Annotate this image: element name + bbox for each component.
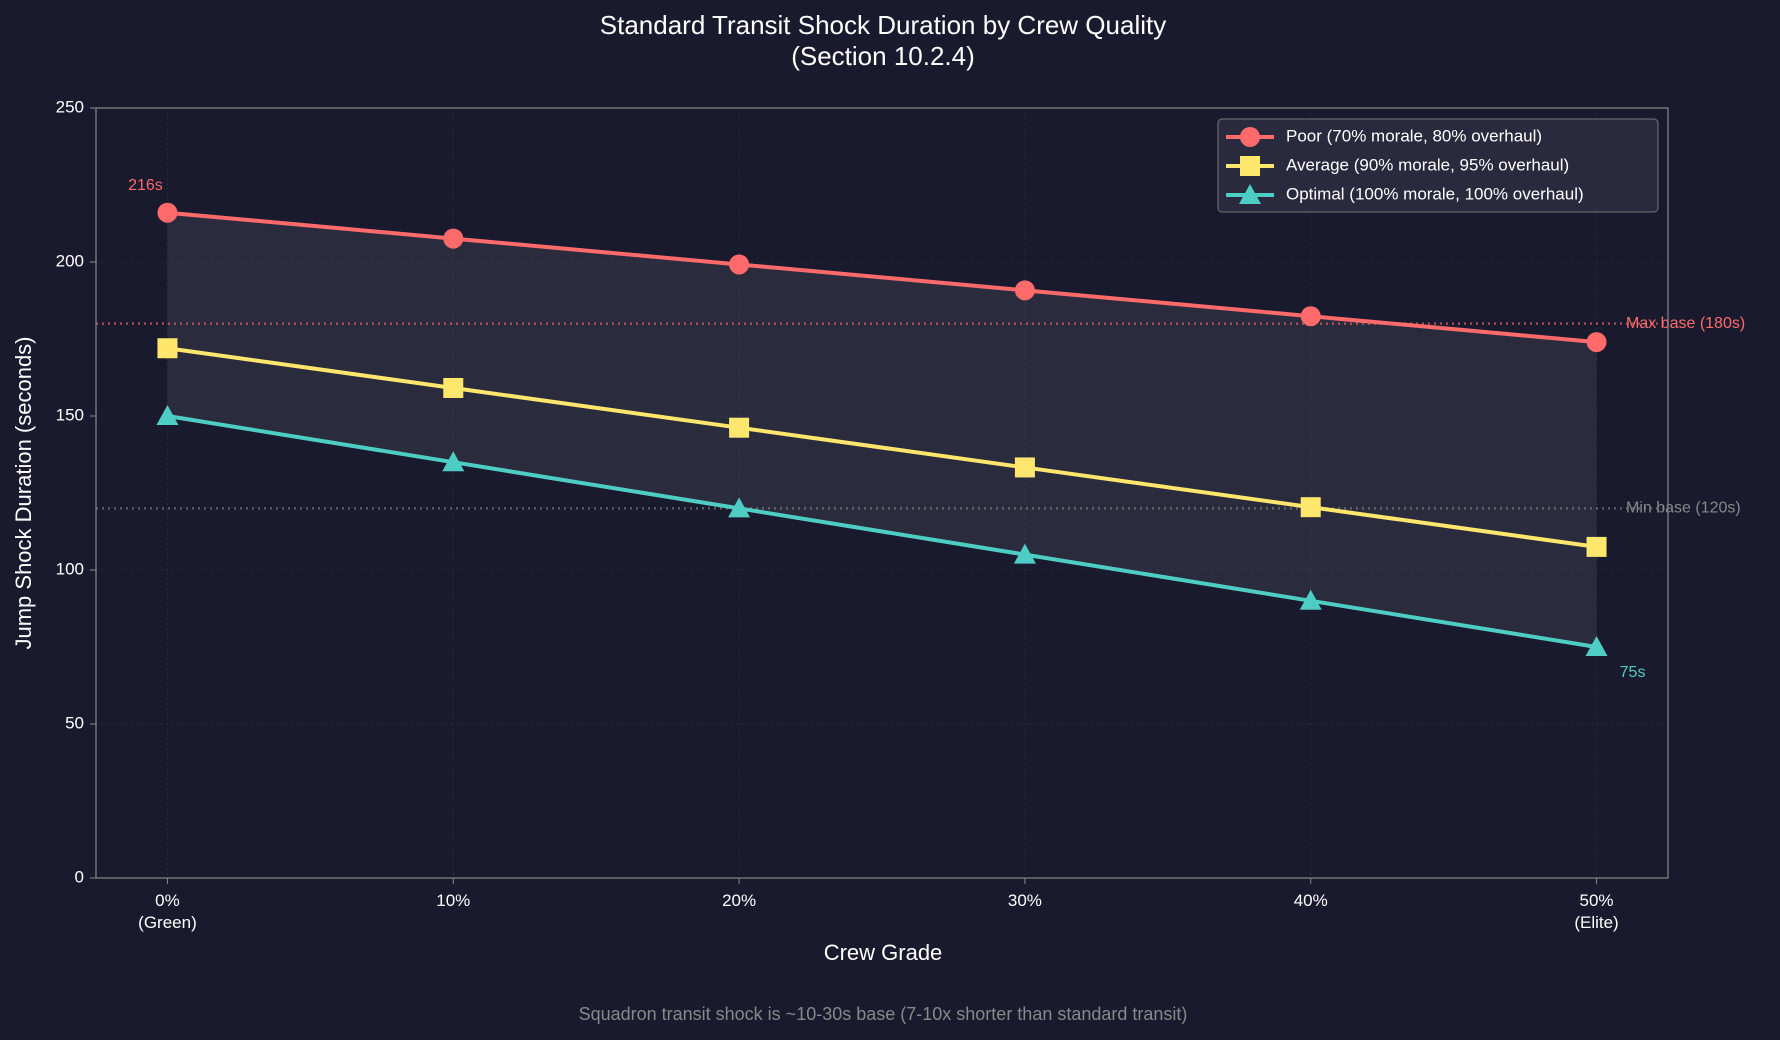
reference-label: Max base (180s) — [1626, 315, 1745, 332]
y-tick-label: 50 — [65, 713, 84, 732]
x-tick-label: 20% — [722, 891, 757, 910]
point — [1014, 280, 1035, 301]
point — [728, 497, 751, 518]
y-tick-label: 150 — [56, 405, 84, 424]
point — [1239, 184, 1261, 204]
point — [1586, 332, 1607, 353]
point — [1013, 543, 1036, 564]
y-tick-label: 250 — [56, 97, 84, 116]
x-tick-label: 40% — [1293, 891, 1328, 910]
point — [442, 451, 465, 472]
x-axis-label: Crew Grade — [824, 940, 943, 965]
point — [157, 338, 178, 359]
x-tick-label: 30% — [1007, 891, 1042, 910]
point — [443, 377, 464, 398]
y-tick-label: 200 — [56, 251, 84, 270]
point — [1240, 156, 1260, 176]
point — [156, 405, 179, 425]
point — [443, 228, 464, 249]
point — [1585, 636, 1608, 656]
point — [157, 202, 178, 223]
plot-frame — [95, 107, 1669, 879]
point — [729, 417, 750, 438]
point — [1240, 127, 1260, 147]
reference-label: Min base (120s) — [1626, 500, 1741, 517]
legend-label: Poor (70% morale, 80% overhaul) — [1286, 126, 1542, 145]
legend: Poor (70% morale, 80% overhaul) Average (… — [1217, 118, 1659, 213]
series-line — [167, 346, 1597, 549]
point — [1300, 306, 1321, 327]
footnote: Squadron transit shock is ~10-30s base (… — [579, 1004, 1188, 1024]
point — [1299, 589, 1322, 610]
y-tick-label: 0 — [75, 867, 84, 886]
point — [1586, 536, 1607, 557]
point — [1300, 497, 1321, 518]
chart-title: Standard Transit Shock Duration by Crew … — [600, 10, 1166, 40]
annotation: 216s — [128, 177, 163, 194]
legend-box — [1217, 118, 1659, 213]
chart-subtitle: (Section 10.2.4) — [791, 41, 975, 71]
series-line — [167, 210, 1597, 345]
legend-label: Average (90% morale, 95% overhaul) — [1286, 155, 1569, 174]
point — [729, 254, 750, 275]
y-tick-label: 100 — [56, 559, 84, 578]
x-tick-label: 50% (Elite) — [1574, 891, 1619, 932]
y-axis-label: Jump Shock Duration (seconds) — [11, 336, 36, 649]
annotation: 75s — [1620, 664, 1646, 681]
legend-label: Optimal (100% morale, 100% overhaul) — [1286, 184, 1584, 203]
range-band — [167, 212, 1597, 647]
point — [1014, 457, 1035, 478]
x-tick-label: 0% (Green) — [138, 891, 197, 932]
x-tick-label: 10% — [436, 891, 471, 910]
series-line — [167, 414, 1597, 649]
